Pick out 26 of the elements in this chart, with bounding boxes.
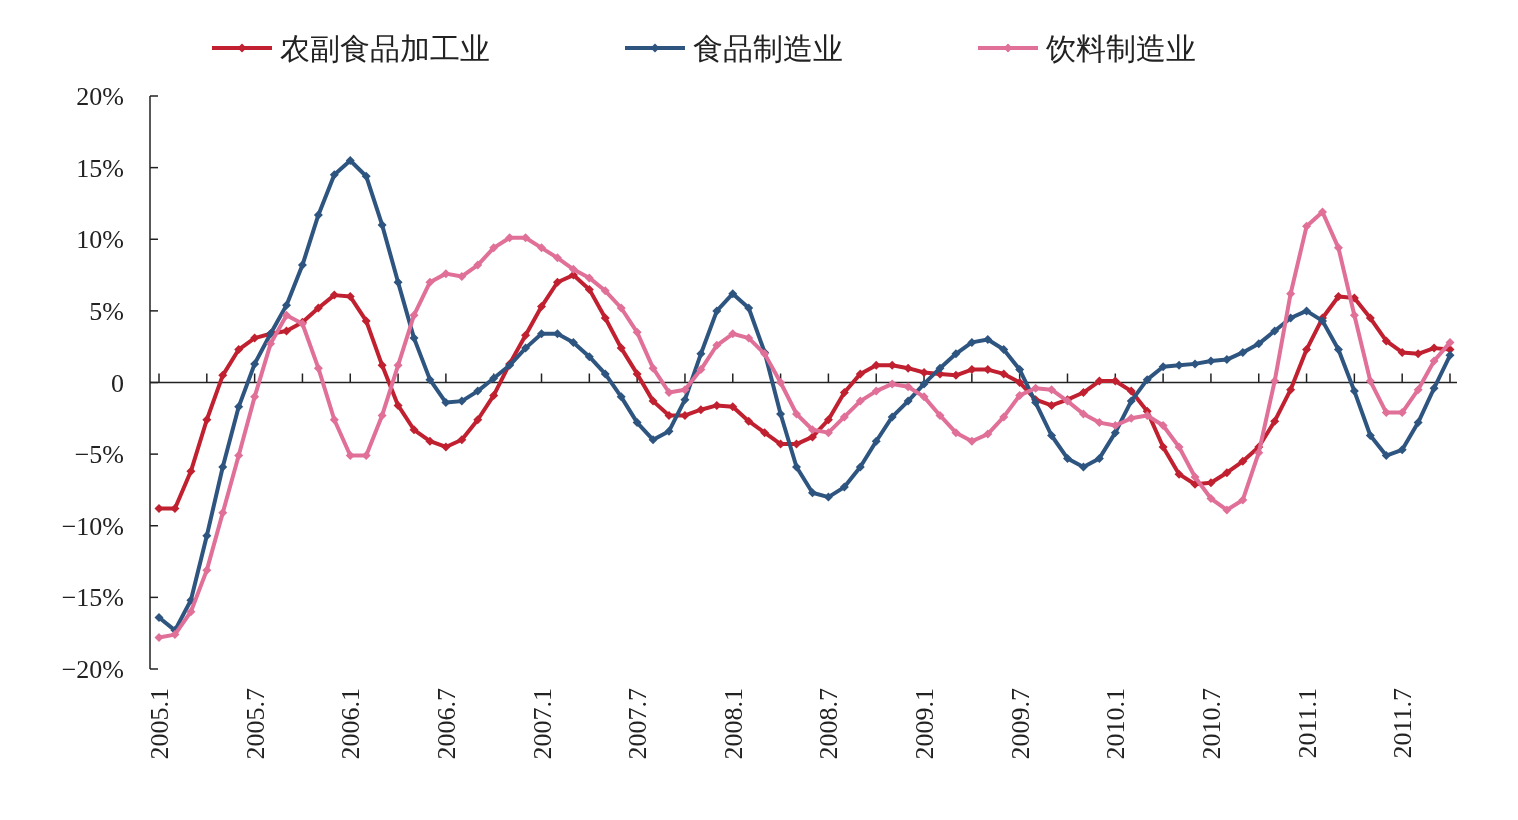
x-tick-label: 2005.1 <box>145 688 174 760</box>
y-tick-label: −10% <box>61 511 124 541</box>
legend-label: 食品制造业 <box>693 32 843 65</box>
x-tick-label: 2010.1 <box>1101 688 1131 760</box>
x-tick-label: 2009.1 <box>910 688 940 760</box>
x-tick-label: 2006.1 <box>336 688 366 760</box>
y-tick-label: 20% <box>76 82 124 111</box>
x-tick-label: 2006.7 <box>431 688 461 760</box>
x-tick-label: 2007.1 <box>527 688 557 760</box>
x-tick-label: 2005.7 <box>240 688 270 760</box>
y-tick-label: 10% <box>76 225 124 255</box>
legend-label: 农副食品加工业 <box>280 32 490 65</box>
x-tick-label: 2007.7 <box>623 688 653 760</box>
y-tick-label: 5% <box>89 296 124 326</box>
y-tick-label: −20% <box>61 655 124 684</box>
x-tick-label: 2011.7 <box>1388 688 1418 759</box>
x-tick-label: 2010.7 <box>1196 688 1226 760</box>
legend-label: 饮料制造业 <box>1045 32 1196 65</box>
y-tick-label: −15% <box>61 583 124 613</box>
x-tick-label: 2011.1 <box>1292 688 1322 759</box>
x-tick-label: 2009.7 <box>1005 688 1035 760</box>
x-tick-label: 2008.7 <box>814 688 844 760</box>
x-tick-label: 2008.1 <box>718 688 748 760</box>
y-tick-label: −5% <box>74 440 124 470</box>
y-tick-label: 0 <box>111 368 124 398</box>
y-tick-label: 15% <box>76 153 124 183</box>
